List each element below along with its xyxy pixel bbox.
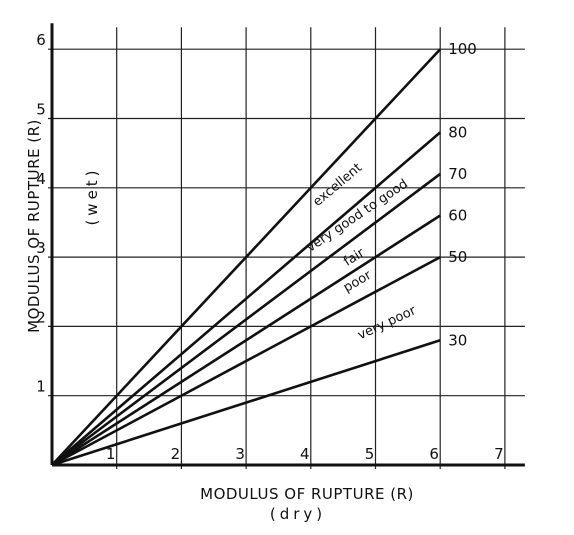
series-label-60: 60 <box>448 207 467 225</box>
ray-layer <box>51 48 442 467</box>
series-label-50: 50 <box>448 248 467 266</box>
y-tick-label: 2 <box>36 308 46 326</box>
x-tick-label: 6 <box>429 445 439 463</box>
x-tick-label: 1 <box>106 445 116 463</box>
annotation-label: poor <box>341 268 375 296</box>
y-tick-label: 6 <box>36 31 46 49</box>
y-tick-label: 5 <box>36 101 46 119</box>
grid-layer <box>48 27 525 469</box>
x-tick-label: 4 <box>300 445 310 463</box>
x-axis-label: MODULUS OF RUPTURE (R) <box>200 485 414 503</box>
x-tick-label: 7 <box>494 445 504 463</box>
x-tick-label: 2 <box>171 445 181 463</box>
series-label-80: 80 <box>448 123 467 141</box>
annotation-label: very poor <box>356 303 419 343</box>
y-axis-label: MODULUS OF RUPTURE (R) <box>25 119 43 333</box>
series-line-50 <box>51 255 441 467</box>
series-label-70: 70 <box>448 165 467 183</box>
y-tick-label: 3 <box>36 239 46 257</box>
series-line-80 <box>51 131 442 466</box>
x-tick-label: 3 <box>235 445 245 463</box>
series-line-30 <box>51 339 441 467</box>
y-tick-label: 4 <box>36 170 46 188</box>
y-tick-label: 1 <box>36 378 46 396</box>
series-line-60 <box>51 214 441 467</box>
y-axis-sublabel: (wet) <box>83 166 101 225</box>
x-axis-sublabel: (dry) <box>270 505 326 523</box>
axis-layer <box>50 23 525 467</box>
series-line-70 <box>51 172 441 467</box>
x-tick-label: 5 <box>365 445 375 463</box>
series-line-100 <box>51 48 442 466</box>
series-label-30: 30 <box>448 331 467 349</box>
series-label-100: 100 <box>448 40 477 58</box>
